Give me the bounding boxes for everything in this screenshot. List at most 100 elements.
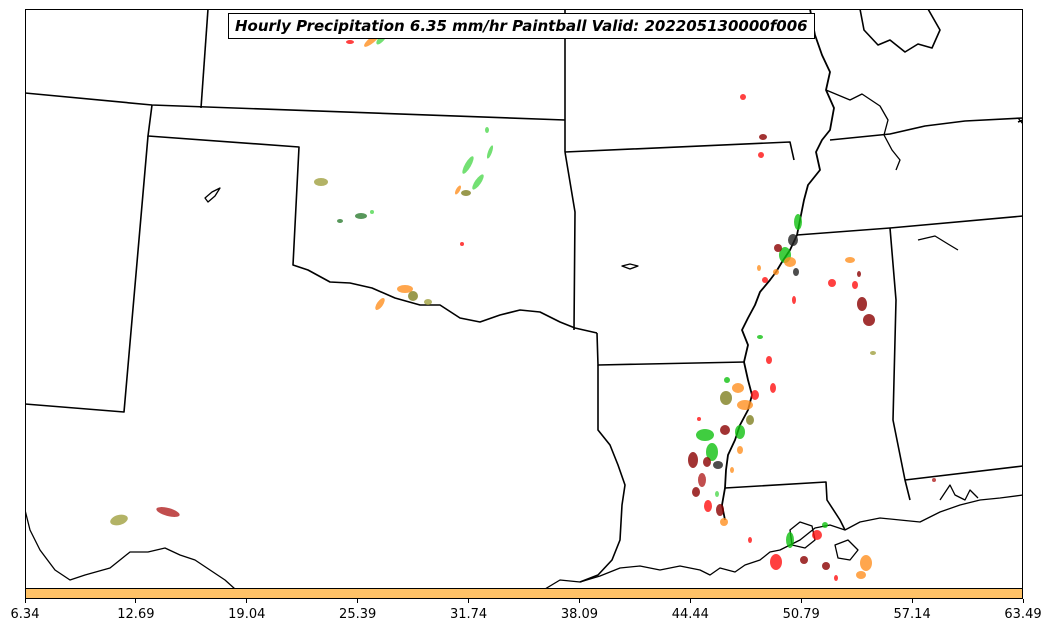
colorbar-tick-label: 50.79 — [782, 607, 820, 622]
state-boundary — [579, 365, 626, 583]
state-boundary — [25, 92, 566, 121]
paintball-blob — [732, 383, 744, 393]
paintball-blob — [737, 400, 753, 410]
paintball-blob — [706, 443, 718, 461]
paintball-blob — [793, 268, 799, 276]
paintball-blob — [724, 377, 730, 383]
state-boundary — [596, 332, 746, 366]
paintball-blob — [715, 491, 719, 497]
paintball-blob — [703, 457, 711, 467]
colorbar-tick-label: 6.34 — [10, 607, 40, 622]
river — [917, 235, 959, 251]
paintball-blob — [735, 425, 745, 439]
coast-detail — [939, 484, 979, 501]
colorbar-tick-label: 12.69 — [117, 607, 155, 622]
paintball-blob — [822, 562, 830, 570]
paintball-blob — [784, 257, 796, 267]
paintball-blob — [759, 134, 767, 140]
paintball-blob — [716, 504, 724, 516]
colorbar-tick-mark — [689, 599, 691, 603]
paintball-blob — [720, 391, 732, 405]
colorbar-tick-label: 63.49 — [1004, 607, 1042, 622]
paintball-blob — [786, 532, 794, 548]
paintball-blob — [737, 446, 743, 454]
paintball-blob — [757, 335, 763, 339]
colorbar-tick-label: 38.09 — [560, 607, 599, 622]
paintball-blob — [748, 537, 752, 543]
paintball-blob — [762, 277, 768, 283]
paintball-blob — [704, 500, 712, 512]
state-boundary — [564, 141, 795, 161]
paintball-blob — [932, 478, 936, 482]
paintball-blob — [454, 185, 462, 195]
paintball-blob — [110, 514, 128, 526]
paintball-blob — [822, 522, 828, 528]
state-boundary — [25, 135, 149, 413]
paintball-blob — [774, 244, 782, 252]
paintball-blob — [857, 271, 861, 277]
paintball-blob — [860, 555, 872, 571]
colorbar-tick-mark — [578, 599, 580, 603]
paintball-blob — [337, 219, 343, 223]
paintball-blob — [828, 279, 836, 287]
paintball-blob — [698, 473, 706, 487]
paintball-blob — [485, 127, 489, 133]
state-boundary — [889, 227, 911, 501]
paintball-blob — [812, 530, 822, 540]
colorbar-tick-mark — [911, 599, 913, 603]
colorbar-tick-label: 57.14 — [893, 607, 931, 622]
paintball-blob — [770, 383, 776, 393]
paintball-blob — [370, 210, 374, 214]
state-boundary — [200, 9, 209, 109]
paintball-blob — [845, 257, 855, 263]
paintball-blob — [773, 269, 779, 275]
colorbar-tick-label: 31.74 — [449, 607, 488, 622]
paintball-blob — [355, 213, 367, 219]
paintball-blob — [788, 234, 798, 246]
paintball-blob — [462, 156, 474, 174]
paintball-blob — [720, 425, 730, 435]
lake — [204, 187, 221, 203]
paintball-blob — [692, 487, 700, 497]
paintball-blob — [472, 174, 484, 190]
paintball-blob — [697, 417, 701, 421]
paintball-blob — [856, 571, 866, 579]
colorbar-tick-mark — [135, 599, 137, 603]
paintball-blob — [486, 145, 494, 159]
state-boundary — [904, 465, 1023, 481]
colorbar-tick-label: 19.04 — [228, 607, 266, 622]
colorbar — [25, 588, 1023, 599]
paintball-blob — [696, 429, 714, 441]
gulf-coastline — [544, 494, 1023, 589]
paintball-blob — [870, 351, 876, 355]
colorbar-tick-mark — [246, 599, 248, 603]
paintball-blob — [857, 297, 867, 311]
paintball-blob — [770, 554, 782, 570]
river — [825, 89, 901, 171]
state-boundary — [564, 151, 576, 331]
colorbar-tick-mark — [468, 599, 470, 603]
paintball-blob — [800, 556, 808, 564]
paintball-blob — [314, 178, 328, 186]
state-boundary — [796, 215, 1023, 236]
mississippi-river — [721, 9, 835, 521]
paintball-blob — [713, 461, 723, 469]
paintball-blob — [746, 415, 754, 425]
paintball-blob — [156, 507, 180, 517]
paintball-blob — [397, 285, 413, 293]
colorbar-tick-label: 44.44 — [671, 607, 709, 622]
paintball-blob — [751, 390, 759, 400]
paintball-blob — [688, 452, 698, 468]
state-boundary — [724, 481, 846, 531]
paintball-blob — [757, 265, 761, 271]
paintball-blob — [461, 190, 471, 196]
lake — [621, 263, 639, 270]
colorbar-tick-label: 25.39 — [339, 607, 377, 622]
paintball-blob — [730, 467, 734, 473]
coast-island — [834, 539, 859, 561]
colorbar-tick-mark — [24, 599, 26, 603]
paintball-blob — [740, 94, 746, 100]
coast-island — [789, 521, 816, 549]
paintball-blob — [424, 299, 432, 305]
